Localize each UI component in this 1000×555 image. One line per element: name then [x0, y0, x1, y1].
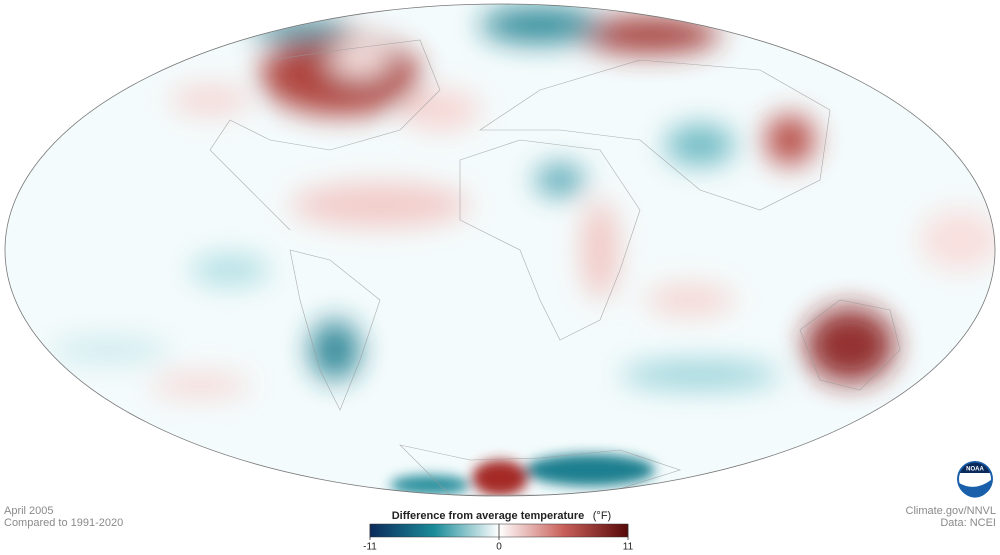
legend: Difference from average temperature (°F)…	[363, 510, 633, 553]
noaa-logo: NOAA	[957, 461, 993, 498]
map	[5, 4, 995, 496]
legend-title: Difference from average temperature	[392, 510, 585, 522]
colorbar-tick-label: 0	[496, 542, 502, 553]
date: April 2005	[4, 505, 54, 517]
baseline: Compared to 1991-2020	[4, 517, 123, 529]
data-credit: Data: NCEI	[940, 517, 996, 529]
colorbar-tick-label: 11	[623, 542, 634, 553]
legend-unit: (°F)	[593, 510, 611, 522]
source: Climate.gov/NNVL	[906, 505, 996, 517]
colorbar-tick-label: -11	[363, 542, 377, 553]
map-outline	[4, 3, 996, 497]
logo-text: NOAA	[966, 467, 984, 473]
